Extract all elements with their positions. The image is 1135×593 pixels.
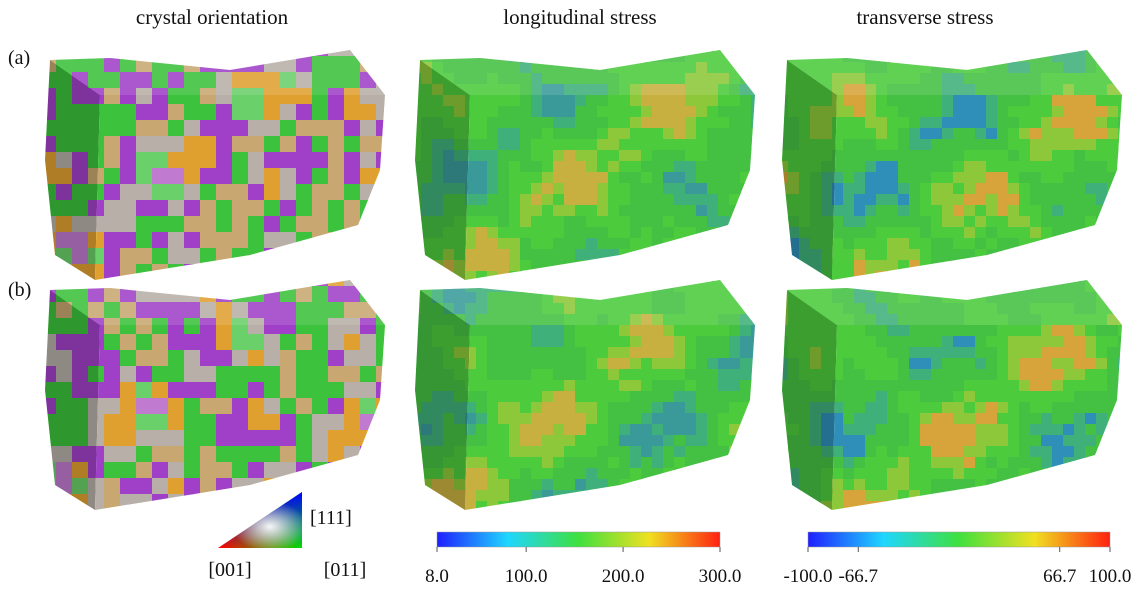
tick-label: 100.0 [505, 566, 548, 587]
specimen [40, 270, 409, 527]
tick-label: 200.0 [602, 566, 645, 587]
row-label: (b) [8, 279, 31, 301]
tick-label: 100.0 [1089, 566, 1132, 587]
colorbar: -100.0 -66.7 66.7 100.0 [783, 532, 1131, 587]
colorbar-ramp [808, 532, 1110, 547]
specimen [410, 40, 774, 294]
colorbar-ramp [437, 532, 720, 547]
tick-label: 66.7 [1043, 566, 1076, 587]
page: {"columns": ["crystal orientation", "lon… [0, 0, 1135, 588]
ipf-label: [111] [310, 507, 352, 529]
specimen [40, 40, 409, 297]
specimen [777, 40, 1135, 294]
specimen [777, 270, 1135, 524]
panels [40, 40, 1135, 527]
row-label: (a) [8, 47, 30, 69]
colorbar: 8.0 100.0 200.0 300.0 [425, 532, 741, 587]
figure: crystal orientation longitudinal stress … [0, 0, 1135, 588]
tick-label: -100.0 [783, 566, 832, 587]
colorbars: 8.0 100.0 200.0 300.0 -100.0 -66.7 66.7 100.0 [425, 532, 1131, 587]
tick-label: -66.7 [838, 566, 878, 587]
specimen [410, 270, 774, 524]
tick-label: 8.0 [425, 566, 449, 587]
ipf-legend: [111] [001] [011] [208, 492, 366, 581]
column-title: longitudinal stress [503, 5, 656, 29]
column-title: transverse stress [856, 5, 993, 29]
ipf-triangle-white [218, 492, 302, 548]
ipf-label: [001] [208, 559, 251, 581]
column-title: crystal orientation [136, 5, 289, 29]
tick-label: 300.0 [699, 566, 742, 587]
ipf-label: [011] [324, 559, 367, 581]
